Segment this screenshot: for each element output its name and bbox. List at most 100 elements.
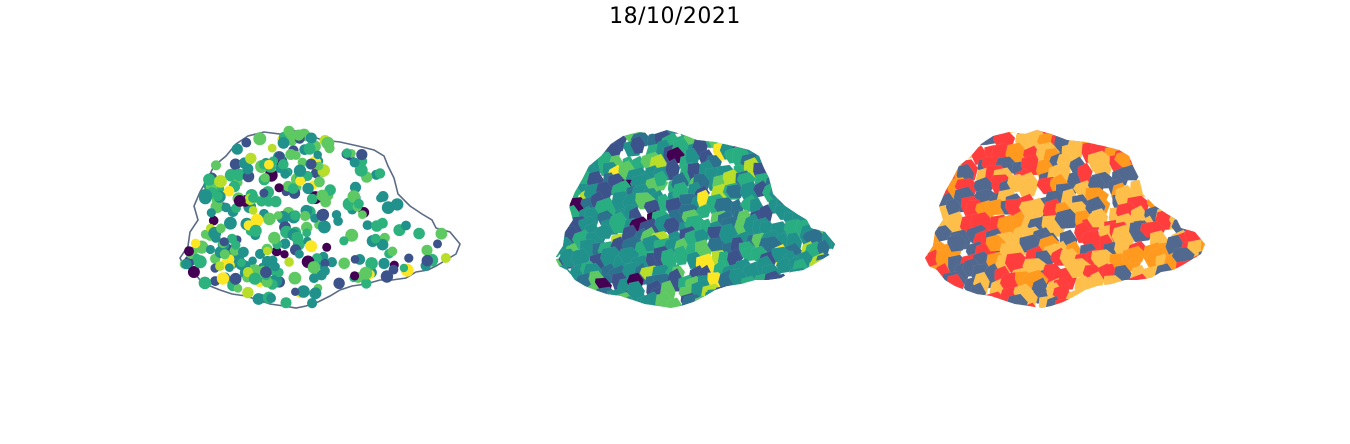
municipality-region [801, 198, 825, 213]
municipality-region [1130, 130, 1154, 132]
municipality-point [264, 159, 274, 170]
municipality-region [1156, 134, 1181, 158]
municipality-region [594, 223, 613, 240]
municipality-point [314, 176, 325, 188]
municipality-point [370, 233, 381, 244]
municipality-point [324, 143, 335, 154]
municipality-point [216, 272, 230, 285]
municipality-region [787, 154, 804, 177]
municipality-region [712, 284, 739, 306]
municipality-region [917, 312, 937, 320]
choropleth-map [545, 130, 845, 321]
municipality-point [322, 242, 332, 252]
municipality-region [1007, 315, 1030, 320]
municipality-region [817, 202, 835, 224]
municipality-region [796, 296, 813, 308]
municipality-region [925, 145, 937, 168]
municipality-region [803, 135, 828, 157]
municipality-region [1171, 296, 1193, 308]
municipality-region [1133, 297, 1157, 308]
municipality-region [1198, 248, 1205, 269]
municipality-region [1198, 273, 1205, 298]
municipality-region [1160, 130, 1180, 141]
municipality-region [807, 204, 830, 220]
categorical-regions [917, 120, 1209, 320]
municipality-region [772, 282, 787, 308]
municipality-region [792, 141, 808, 162]
municipality-region [555, 220, 563, 240]
municipality-region [1088, 130, 1115, 142]
municipality-region [1192, 253, 1205, 277]
municipality-point [374, 168, 386, 179]
municipality-region [1189, 130, 1205, 142]
municipality-region [803, 186, 822, 204]
municipality-region [1092, 290, 1112, 308]
municipality-region [810, 157, 827, 175]
municipality-point [333, 277, 345, 289]
municipality-point [290, 210, 301, 221]
municipality-region [955, 130, 975, 139]
municipality-region [765, 281, 782, 305]
municipality-region [775, 130, 798, 139]
municipality-point [361, 278, 372, 289]
municipality-region [826, 206, 835, 227]
municipality-region [782, 172, 801, 190]
municipality-region [545, 314, 560, 321]
municipality-region [1116, 307, 1142, 308]
municipality-region [573, 146, 589, 169]
municipality-region [581, 288, 596, 308]
municipality-region [819, 314, 832, 320]
municipality-point [380, 270, 394, 283]
municipality-region [1058, 120, 1080, 130]
municipality-region [1180, 130, 1203, 157]
municipality-region [703, 289, 723, 308]
municipality-region [828, 272, 835, 295]
municipality-point [263, 246, 272, 256]
municipality-point [378, 257, 390, 270]
municipality-region [925, 295, 938, 308]
municipality-point [401, 220, 411, 231]
municipality-point [266, 293, 276, 303]
municipality-region [1070, 294, 1088, 308]
municipality-region [588, 311, 606, 320]
municipality-point [362, 220, 373, 230]
municipality-region [776, 306, 798, 308]
municipality-region [1150, 299, 1171, 308]
municipality-region [1190, 288, 1205, 308]
municipality-region [750, 280, 770, 299]
municipality-region [717, 294, 740, 308]
municipality-region [1184, 179, 1205, 199]
municipality-region [1109, 297, 1135, 308]
municipality-point [199, 191, 212, 205]
municipality-region [802, 315, 826, 320]
municipality-region [577, 143, 594, 164]
municipality-region [1136, 130, 1158, 142]
municipality-point [305, 132, 317, 144]
municipality-point [192, 253, 202, 263]
municipality-point [219, 237, 229, 247]
municipality-point [302, 182, 314, 195]
municipality-region [688, 312, 704, 320]
municipality-region [1190, 309, 1209, 320]
municipality-point [354, 163, 368, 177]
municipality-region [1160, 153, 1187, 180]
municipality-region [588, 130, 611, 139]
municipality-region [1189, 172, 1205, 189]
municipality-region [786, 286, 809, 308]
municipality-point [248, 206, 258, 215]
municipality-point [260, 173, 270, 183]
municipality-region [1180, 130, 1205, 139]
municipality-region [1103, 290, 1122, 308]
municipality-region [1030, 197, 1046, 218]
municipality-region [1200, 236, 1205, 261]
municipality-point [381, 201, 395, 214]
municipality-region [743, 293, 759, 308]
municipality-region [842, 220, 845, 235]
municipality-region [555, 136, 564, 161]
municipality-point [291, 231, 304, 244]
municipality-point [413, 227, 425, 240]
municipality-region [1154, 276, 1178, 304]
municipality-region [990, 301, 1014, 308]
municipality-region [555, 130, 576, 153]
municipality-point [242, 286, 254, 299]
